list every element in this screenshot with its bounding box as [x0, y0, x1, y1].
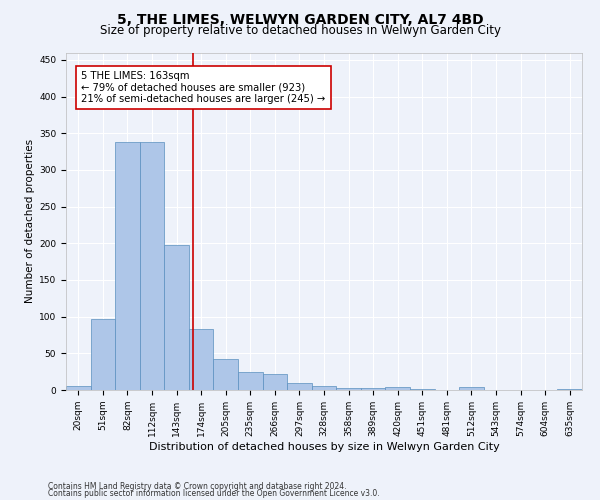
Bar [91, 319, 115, 390]
X-axis label: Distribution of detached houses by size in Welwyn Garden City: Distribution of detached houses by size … [149, 442, 499, 452]
Bar [336, 388, 361, 390]
Bar [115, 142, 140, 390]
Text: Contains HM Land Registry data © Crown copyright and database right 2024.: Contains HM Land Registry data © Crown c… [48, 482, 347, 491]
Bar [287, 382, 312, 390]
Bar [164, 246, 189, 390]
Text: 5, THE LIMES, WELWYN GARDEN CITY, AL7 4BD: 5, THE LIMES, WELWYN GARDEN CITY, AL7 4B… [116, 12, 484, 26]
Bar [459, 387, 484, 390]
Bar [238, 372, 263, 390]
Bar [140, 142, 164, 390]
Y-axis label: Number of detached properties: Number of detached properties [25, 139, 35, 304]
Bar [557, 388, 582, 390]
Bar [312, 386, 336, 390]
Bar [66, 386, 91, 390]
Bar [263, 374, 287, 390]
Text: Contains public sector information licensed under the Open Government Licence v3: Contains public sector information licen… [48, 489, 380, 498]
Bar [189, 329, 214, 390]
Bar [361, 388, 385, 390]
Bar [410, 388, 434, 390]
Bar [214, 359, 238, 390]
Bar [385, 387, 410, 390]
Text: Size of property relative to detached houses in Welwyn Garden City: Size of property relative to detached ho… [100, 24, 500, 37]
Text: 5 THE LIMES: 163sqm
← 79% of detached houses are smaller (923)
21% of semi-detac: 5 THE LIMES: 163sqm ← 79% of detached ho… [82, 71, 326, 104]
